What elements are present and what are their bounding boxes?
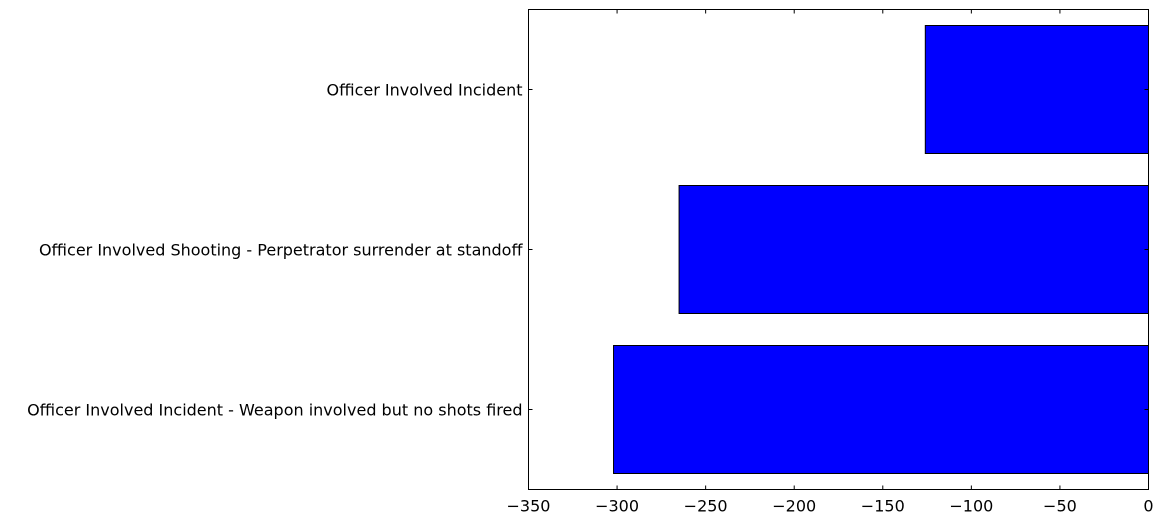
x-tick-label: −50 [1043,497,1077,516]
x-tick-label: −250 [684,497,728,516]
x-tick-label: −350 [507,497,551,516]
x-tick-label: −150 [861,497,905,516]
ticks-group [528,9,1149,490]
category-label: Officer Involved Incident - Weapon invol… [27,401,522,420]
bar-1 [924,25,1149,154]
category-label: Officer Involved Shooting - Perpetrator … [39,241,524,260]
bars-group [613,25,1149,474]
x-tick-label: −100 [949,497,993,516]
bar-2 [678,185,1149,314]
category-label: Officer Involved Incident [327,81,523,100]
x-tick-label: −300 [595,497,639,516]
x-tick-label: −200 [772,497,816,516]
labels-group: Officer Involved Incident Officer Involve… [27,81,1154,516]
bar-3 [613,345,1149,474]
x-tick-label: 0 [1143,497,1153,516]
